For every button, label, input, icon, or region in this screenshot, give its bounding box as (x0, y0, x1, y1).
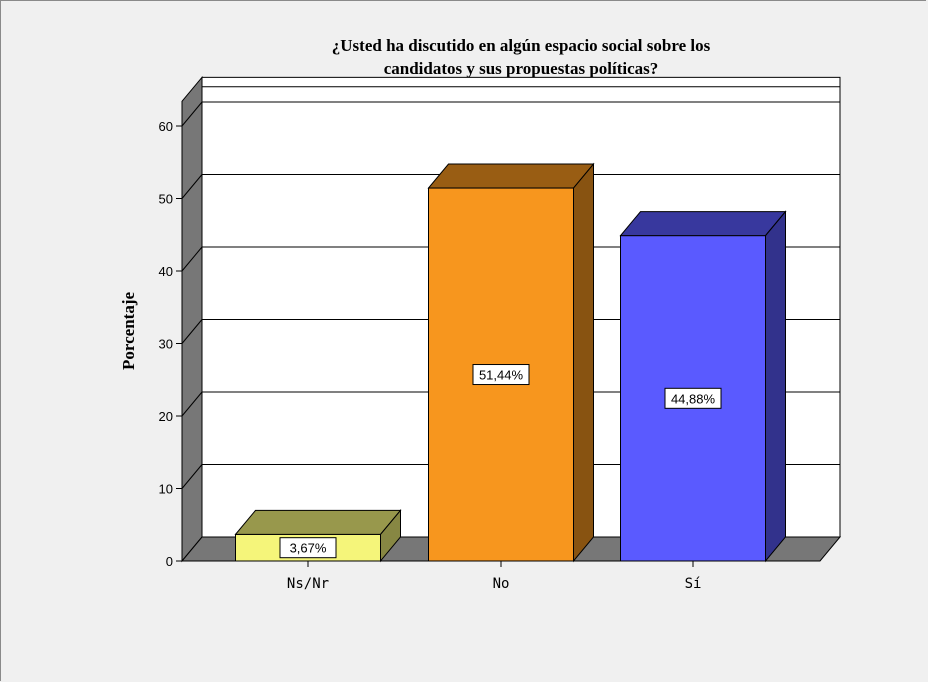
gridline-side (181, 464, 203, 489)
data-label-box (664, 387, 722, 409)
x-tick-label: Sí (685, 576, 702, 592)
y-tick-label: 30 (159, 337, 173, 352)
bar-side-2 (765, 210, 786, 563)
gridline-side (181, 319, 203, 344)
y-tick-label: 50 (159, 192, 173, 207)
x-tick-label: No (493, 576, 510, 592)
data-label: 3,67% (290, 541, 327, 556)
gridline-side (181, 246, 203, 272)
gridline-side (181, 101, 203, 127)
chart-title-line-1: ¿Usted ha discutido en algún espacio soc… (332, 36, 711, 55)
y-axis-label: Porcentaje (119, 292, 138, 370)
bar-side-1 (573, 162, 594, 563)
x-tick-label: Ns/Nr (287, 576, 329, 592)
y-tick-label: 0 (166, 554, 173, 569)
chart-title: ¿Usted ha discutido en algún espacio soc… (332, 36, 711, 78)
plot-area: 0 10 20 30 40 50 60 Ns/Nr 3,67% No 51,44% Sí 44,88% (159, 75, 842, 592)
y-tick-label: 60 (159, 119, 173, 134)
gridline-side (181, 174, 203, 199)
data-label-box (279, 537, 337, 559)
data-label: 44,88% (671, 391, 716, 406)
bar-top-0 (234, 509, 402, 535)
y-tick-label: 20 (159, 409, 173, 424)
bar-top-2 (619, 211, 787, 237)
data-label: 51,44% (479, 368, 524, 383)
y-tick-label: 10 (159, 482, 173, 497)
left-wall (181, 75, 203, 563)
data-label-box (472, 364, 530, 386)
bar-top-1 (427, 163, 595, 189)
y-tick-label: 40 (159, 264, 173, 279)
bar-side-0 (380, 509, 401, 563)
chart-title-line-2: candidatos y sus propuestas políticas? (384, 59, 659, 78)
gridline-side (181, 391, 203, 417)
